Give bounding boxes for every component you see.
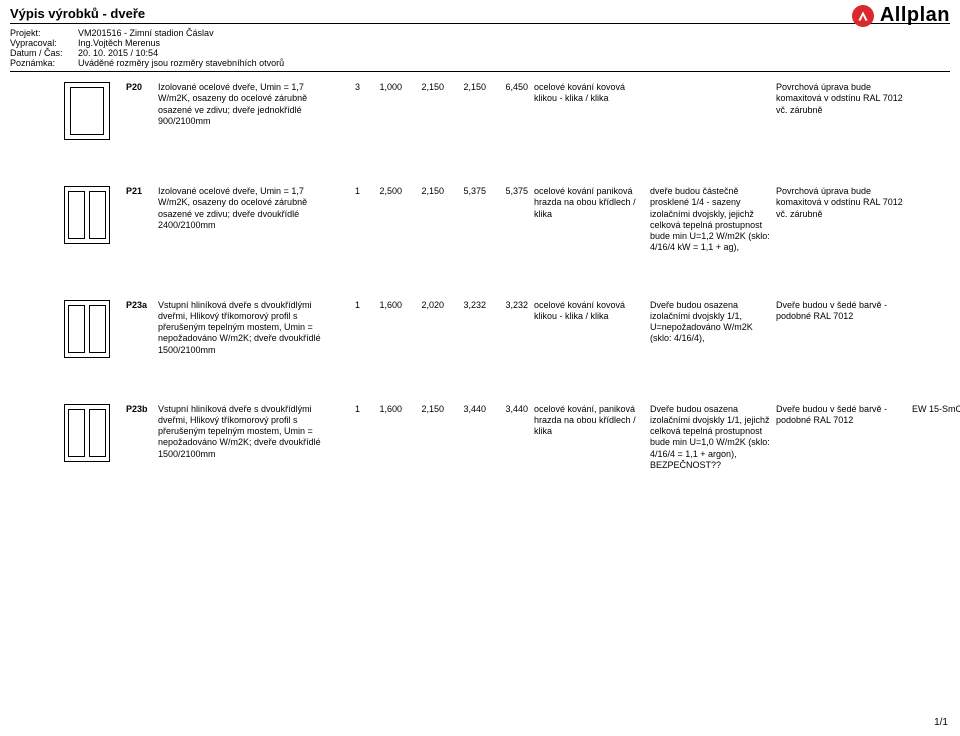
item-description: Izolované ocelové dveře, Umin = 1,7 W/m2…: [158, 82, 326, 127]
item-code: P23b: [126, 404, 152, 414]
item-description: Izolované ocelové dveře, Umin = 1,7 W/m2…: [158, 186, 326, 231]
door-graphic: [64, 404, 120, 462]
page-title: Výpis výrobků - dveře: [10, 6, 950, 21]
item-height: 2,150: [408, 404, 444, 414]
item-finish: Dveře budou v šedé barvě - podobné RAL 7…: [776, 300, 906, 323]
item-qty: 1: [332, 186, 360, 196]
item-width: 1,600: [366, 300, 402, 310]
meta-value-date: 20. 10. 2015 / 10:54: [78, 48, 950, 58]
meta-label-author: Vypracoval:: [10, 38, 78, 48]
item-hardware: ocelové kování kovová klikou - klika / k…: [534, 300, 644, 323]
item-hardware: ocelové kování, paniková hrazda na obou …: [534, 404, 644, 438]
item-height: 2,150: [408, 82, 444, 92]
item-finish: Dveře budou v šedé barvě - podobné RAL 7…: [776, 404, 906, 427]
item-height: 2,150: [408, 186, 444, 196]
logo-mark-icon: [852, 5, 874, 27]
logo-text: Allplan: [880, 4, 950, 27]
logo: Allplan: [852, 4, 950, 27]
meta-label-project: Projekt:: [10, 28, 78, 38]
item-area-2: 3,232: [492, 300, 528, 310]
door-graphic: [64, 186, 120, 244]
page-number: 1/1: [934, 717, 948, 728]
meta-value-note: Uváděné rozměry jsou rozměry stavebníhíc…: [78, 58, 950, 68]
item-area-2: 5,375: [492, 186, 528, 196]
item-finish: Povrchová úprava bude komaxitová v odstí…: [776, 82, 906, 116]
meta-value-project: VM201516 - Zimní stadion Čáslav: [78, 28, 950, 38]
item-insulation: Dveře budou osazena izolačními dvojskly …: [650, 404, 770, 472]
item-width: 1,000: [366, 82, 402, 92]
item-qty: 1: [332, 300, 360, 310]
meta-block: Projekt: VM201516 - Zimní stadion Čáslav…: [10, 28, 950, 68]
door-graphic: [64, 300, 120, 358]
item-height: 2,020: [408, 300, 444, 310]
item-area-1: 3,232: [450, 300, 486, 310]
meta-label-date: Datum / Čas:: [10, 48, 78, 58]
item-finish: Povrchová úprava bude komaxitová v odstí…: [776, 186, 906, 220]
item-row: P20 Izolované ocelové dveře, Umin = 1,7 W…: [64, 82, 950, 140]
item-row: P23a Vstupní hliníková dveře s dvoukřídlý…: [64, 300, 950, 358]
item-width: 1,600: [366, 404, 402, 414]
item-hardware: ocelové kování paniková hrazda na obou k…: [534, 186, 644, 220]
item-insulation: dveře budou částečně prosklené 1/4 - saz…: [650, 186, 770, 254]
item-width: 2,500: [366, 186, 402, 196]
item-description: Vstupní hliníková dveře s dvoukřídlými d…: [158, 300, 326, 356]
item-area-2: 3,440: [492, 404, 528, 414]
item-code: P23a: [126, 300, 152, 310]
item-area-1: 2,150: [450, 82, 486, 92]
door-graphic: [64, 82, 120, 140]
divider: [10, 71, 950, 72]
item-area-2: 6,450: [492, 82, 528, 92]
item-qty: 1: [332, 404, 360, 414]
item-hardware: ocelové kování kovová klikou - klika / k…: [534, 82, 644, 105]
item-row: P23b Vstupní hliníková dveře s dvoukřídlý…: [64, 404, 950, 472]
meta-value-author: Ing.Vojtěch Merenus: [78, 38, 950, 48]
item-description: Vstupní hliníková dveře s dvoukřídlými d…: [158, 404, 326, 460]
item-code: P21: [126, 186, 152, 196]
item-row: P21 Izolované ocelové dveře, Umin = 1,7 W…: [64, 186, 950, 254]
item-area-1: 5,375: [450, 186, 486, 196]
item-area-1: 3,440: [450, 404, 486, 414]
item-extra: EW 15-SmC4 DP3: [912, 404, 960, 415]
item-qty: 3: [332, 82, 360, 92]
divider: [10, 23, 950, 24]
item-insulation: Dveře budou osazena izolačními dvojskly …: [650, 300, 770, 345]
item-code: P20: [126, 82, 152, 92]
meta-label-note: Poznámka:: [10, 58, 78, 68]
